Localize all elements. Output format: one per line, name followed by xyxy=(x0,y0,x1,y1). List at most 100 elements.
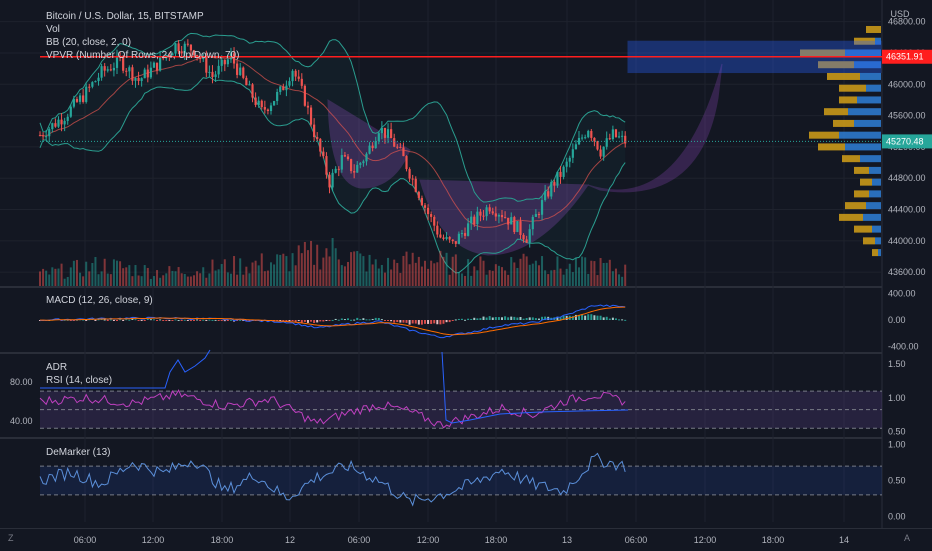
demarker-label[interactable]: DeMarker (13) xyxy=(46,447,111,458)
macd-histogram-bar xyxy=(599,315,602,320)
volume-bar xyxy=(257,265,260,286)
candle-body xyxy=(91,82,94,87)
bb-fill xyxy=(40,33,626,274)
macd-histogram-bar xyxy=(140,320,143,321)
macd-histogram-bar xyxy=(556,316,559,320)
macd-histogram-bar xyxy=(149,319,152,321)
macd-histogram-bar xyxy=(457,318,460,320)
rsi-label[interactable]: RSI (14, close) xyxy=(46,375,113,386)
macd-histogram-bar xyxy=(69,320,72,321)
volume-bar xyxy=(63,278,66,286)
candle-body xyxy=(346,156,350,160)
volume-bar xyxy=(380,264,383,286)
macd-histogram-bar xyxy=(236,320,239,321)
volume-bar xyxy=(248,273,251,286)
macd-label[interactable]: MACD (12, 26, close, 9) xyxy=(46,295,153,306)
candle-body xyxy=(482,215,485,217)
candle-body xyxy=(140,78,143,81)
candle-body xyxy=(322,151,325,157)
macd-histogram-bar xyxy=(454,319,457,321)
macd-histogram-bar xyxy=(537,318,540,320)
candle-body xyxy=(149,67,152,78)
candle-body xyxy=(174,43,177,54)
zoom-icon[interactable]: Z xyxy=(8,533,14,543)
candle-body xyxy=(433,216,436,226)
macd-histogram-bar xyxy=(177,319,180,321)
symbol-title[interactable]: Bitcoin / U.S. Dollar, 15, BITSTAMP xyxy=(46,11,204,22)
volume-bar xyxy=(159,277,162,286)
candle-body xyxy=(605,138,608,147)
macd-histogram-bar xyxy=(605,316,608,320)
volume-bar xyxy=(75,259,78,286)
volume-bar xyxy=(199,273,202,286)
macd-histogram-bar xyxy=(390,320,393,322)
demarker-tick: 1.00 xyxy=(888,440,906,450)
volume-bar xyxy=(618,274,621,286)
macd-histogram-bar xyxy=(229,319,232,321)
macd-histogram-bar xyxy=(174,319,177,321)
candle-body xyxy=(245,77,248,86)
vp-down-bar xyxy=(872,249,878,257)
macd-histogram-bar xyxy=(239,319,242,321)
candle-body xyxy=(426,207,430,215)
candle-body xyxy=(417,191,420,198)
vp-down-bar xyxy=(866,25,881,33)
legend-vol[interactable]: Vol xyxy=(46,24,60,35)
candle-body xyxy=(97,77,100,82)
time-tick: 18:00 xyxy=(762,535,785,545)
volume-bar xyxy=(177,267,180,286)
volume-bar xyxy=(291,253,294,286)
volume-bar xyxy=(88,271,91,286)
macd-histogram-bar xyxy=(220,320,223,321)
macd-histogram-bar xyxy=(303,320,306,322)
adr-label[interactable]: ADR xyxy=(46,362,68,373)
candle-body xyxy=(559,171,562,177)
volume-bar xyxy=(550,270,553,286)
volume-bar xyxy=(220,264,223,286)
candle-body xyxy=(374,141,377,149)
macd-histogram-bar xyxy=(371,318,374,320)
candle-body xyxy=(356,164,359,173)
volume-bar xyxy=(193,275,195,286)
candle-body xyxy=(393,138,396,147)
volume-bar xyxy=(288,271,291,286)
candle-body xyxy=(226,59,229,65)
macd-histogram-bar xyxy=(442,320,445,324)
volume-bar xyxy=(334,248,337,286)
candle-body xyxy=(239,67,242,75)
macd-histogram-bar xyxy=(420,320,423,325)
volume-bar xyxy=(460,273,463,286)
volume-bar xyxy=(211,259,214,286)
macd-histogram-bar xyxy=(445,320,448,323)
candle-body xyxy=(248,84,251,86)
macd-histogram-bar xyxy=(507,317,510,320)
auto-scale-icon[interactable]: A xyxy=(904,533,911,543)
volume-bar xyxy=(303,241,306,286)
time-tick: 13 xyxy=(562,535,572,545)
legend-vpvr[interactable]: VPVR (Number Of Rows, 24, Up/Down, 70) xyxy=(46,50,240,61)
volume-bar xyxy=(541,256,544,286)
volume-bar xyxy=(439,250,442,286)
volume-bar xyxy=(217,269,220,286)
legend-bb[interactable]: BB (20, close, 2, 0) xyxy=(46,37,132,48)
macd-histogram-bar xyxy=(122,320,125,321)
volume-bar xyxy=(42,268,45,286)
macd-histogram-bar xyxy=(541,316,544,320)
macd-histogram-bar xyxy=(396,320,399,323)
macd-histogram-bar xyxy=(137,320,140,321)
volume-bar xyxy=(196,271,199,286)
volume-bar xyxy=(614,268,617,286)
volume-bar xyxy=(279,254,282,286)
candle-body xyxy=(411,178,414,180)
volume-bar xyxy=(340,265,343,286)
volume-bar xyxy=(300,253,303,286)
demarker-tick: 0.00 xyxy=(888,511,906,521)
candle-body xyxy=(503,217,507,219)
macd-histogram-bar xyxy=(63,319,66,321)
resistance-tag: 46351.91 xyxy=(886,52,924,62)
volume-bar xyxy=(374,259,377,286)
time-tick: 06:00 xyxy=(348,535,371,545)
macd-histogram-bar xyxy=(119,319,122,321)
candle-body xyxy=(232,53,236,64)
